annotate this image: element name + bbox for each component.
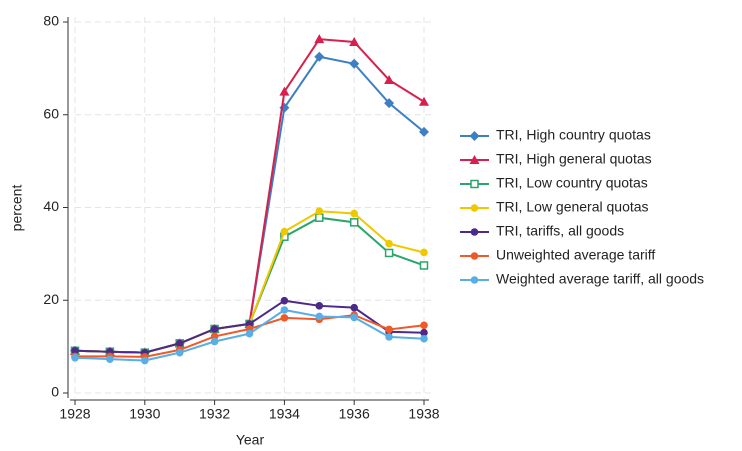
data-point bbox=[419, 126, 429, 137]
data-point bbox=[279, 86, 290, 96]
data-point bbox=[349, 218, 359, 227]
data-point bbox=[420, 248, 428, 257]
legend-marker bbox=[470, 276, 479, 284]
y-tick-label: 0 bbox=[51, 384, 59, 400]
legend-marker bbox=[470, 252, 479, 260]
data-point bbox=[384, 248, 394, 258]
x-tick-label: 1936 bbox=[339, 406, 370, 422]
data-point bbox=[314, 34, 325, 44]
data-point bbox=[314, 51, 325, 62]
data-point bbox=[280, 306, 289, 314]
data-point bbox=[315, 207, 324, 216]
data-point bbox=[350, 313, 359, 322]
legend-marker bbox=[470, 204, 479, 212]
data-point bbox=[280, 314, 289, 322]
x-tick-label: 1928 bbox=[59, 406, 90, 422]
data-point bbox=[350, 303, 359, 312]
legend-label: TRI, Low general quotas bbox=[496, 199, 649, 215]
y-tick-label: 80 bbox=[43, 13, 59, 29]
y-axis-label: percent bbox=[9, 185, 25, 232]
data-point bbox=[175, 348, 184, 357]
x-tick-label: 1930 bbox=[129, 406, 160, 422]
data-point bbox=[420, 321, 428, 330]
data-point bbox=[106, 355, 114, 363]
data-point bbox=[280, 227, 289, 236]
y-tick-label: 60 bbox=[43, 105, 59, 121]
legend-marker bbox=[469, 131, 480, 141]
legend-label: TRI, tariffs, all goods bbox=[496, 223, 624, 239]
data-point bbox=[385, 325, 393, 334]
legend-label: TRI, Low country quotas bbox=[496, 175, 648, 191]
y-tick-label: 40 bbox=[43, 198, 59, 214]
x-tick-label: 1932 bbox=[199, 406, 230, 422]
legend-marker bbox=[470, 228, 479, 236]
legend-label: TRI, High general quotas bbox=[496, 151, 652, 167]
data-point bbox=[420, 328, 428, 337]
legend-label: TRI, High country quotas bbox=[496, 127, 651, 143]
data-point bbox=[385, 239, 393, 248]
data-point bbox=[245, 329, 254, 338]
y-tick-label: 20 bbox=[43, 291, 59, 307]
data-point bbox=[385, 333, 393, 341]
x-axis-label: Year bbox=[236, 432, 265, 448]
data-point bbox=[175, 339, 184, 348]
data-point bbox=[315, 312, 324, 321]
data-point bbox=[210, 325, 219, 333]
data-point bbox=[420, 334, 428, 343]
data-point bbox=[210, 337, 219, 346]
data-point bbox=[349, 36, 360, 46]
data-point bbox=[141, 356, 149, 365]
data-point bbox=[384, 98, 395, 109]
legend-marker bbox=[470, 179, 479, 189]
legend-marker bbox=[469, 155, 480, 164]
data-point bbox=[280, 296, 289, 305]
data-point bbox=[349, 58, 360, 69]
data-point bbox=[419, 96, 429, 106]
legend-label: Weighted average tariff, all goods bbox=[496, 271, 704, 287]
data-point bbox=[315, 302, 324, 310]
data-point bbox=[384, 74, 395, 84]
series-line bbox=[74, 55, 425, 354]
data-point bbox=[419, 261, 429, 270]
data-point bbox=[350, 209, 359, 218]
legend-label: Unweighted average tariff bbox=[496, 247, 655, 263]
x-tick-label: 1938 bbox=[408, 406, 439, 422]
x-tick-label: 1934 bbox=[269, 406, 300, 422]
data-point bbox=[71, 353, 79, 362]
series-line bbox=[74, 38, 425, 354]
data-point bbox=[71, 346, 79, 355]
data-point bbox=[315, 213, 324, 222]
